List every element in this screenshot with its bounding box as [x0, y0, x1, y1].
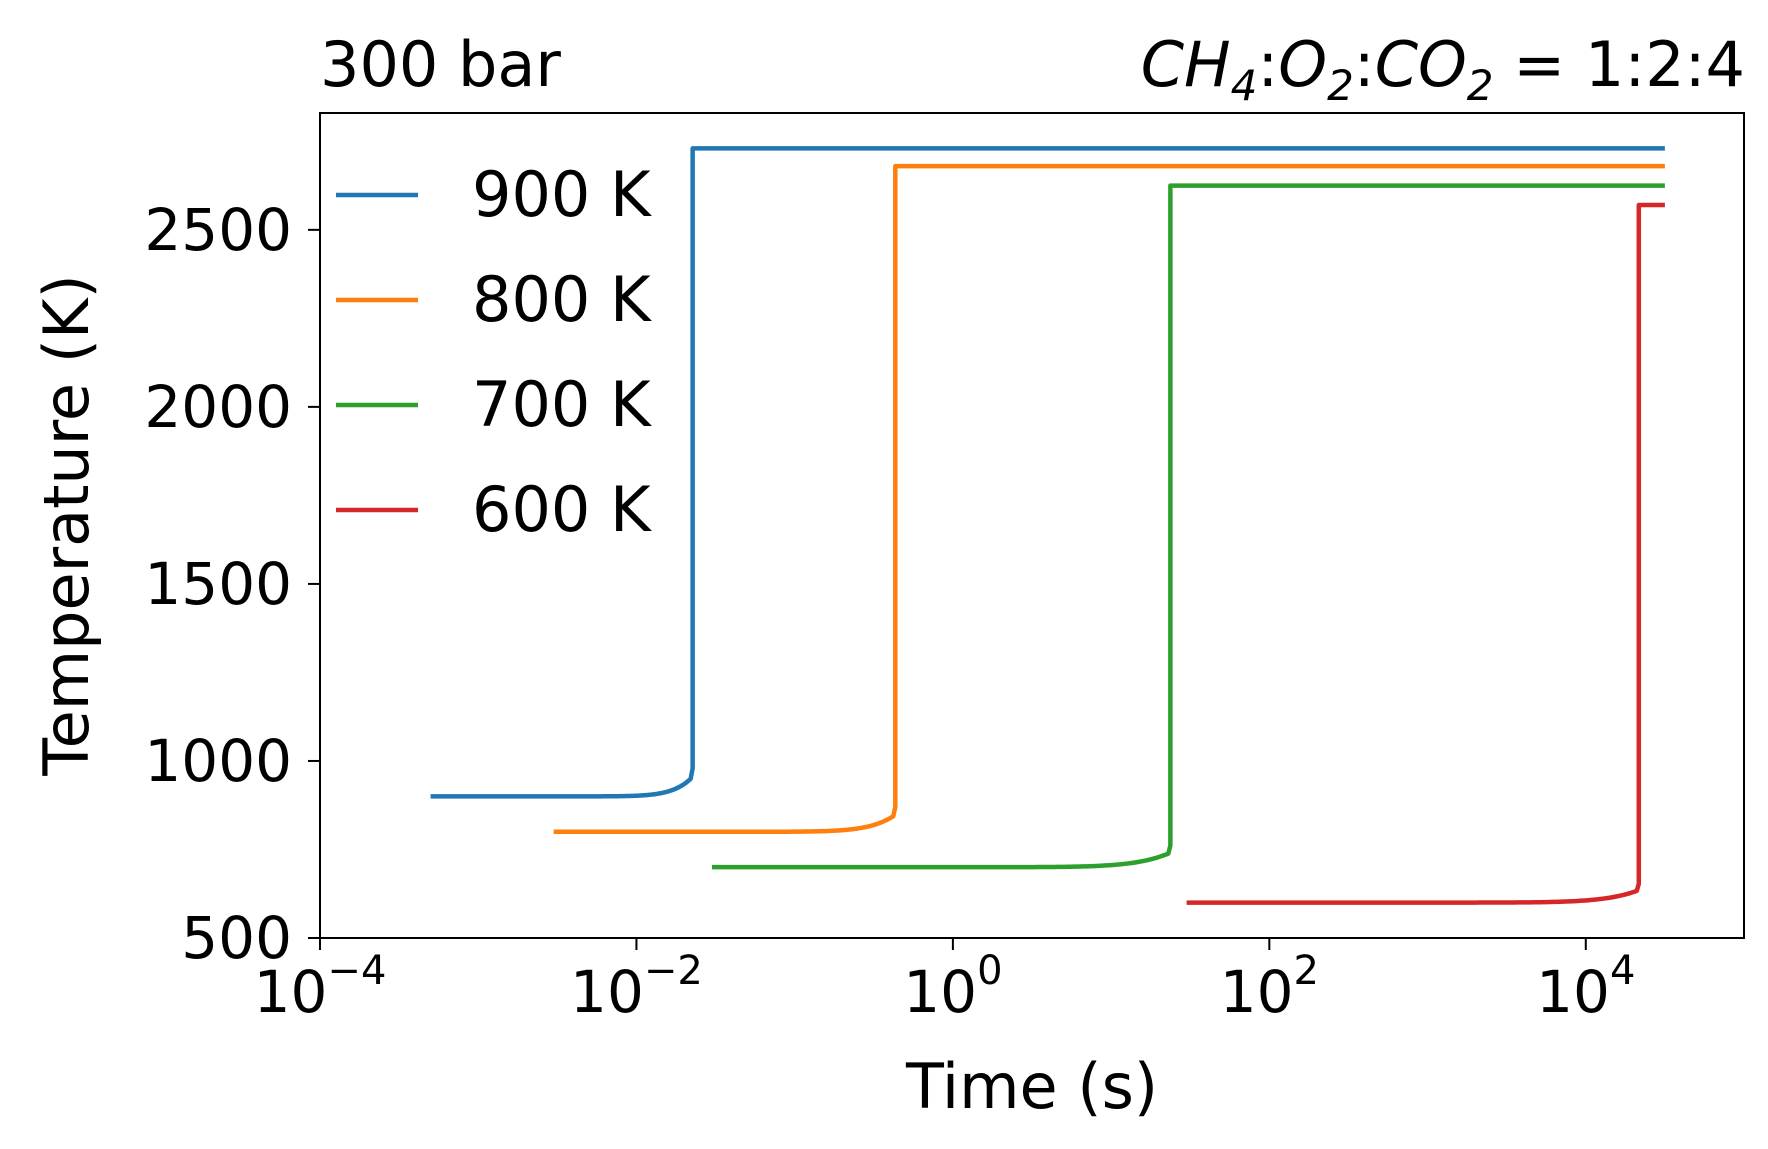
series-layer — [430, 146, 1665, 905]
y-tick-label: 2500 — [144, 196, 292, 264]
title-ratio: = 1:2:4 — [1494, 28, 1745, 101]
title-sub-1: 4 — [1231, 61, 1258, 110]
title-species-2: O — [1278, 28, 1327, 101]
title-sub-3: 2 — [1467, 61, 1494, 110]
x-tick-label: 100 — [903, 948, 1002, 1026]
x-tick-label: 10−4 — [254, 948, 387, 1026]
title-species-3: CO — [1375, 28, 1467, 101]
chart-title-left: 300 bar — [320, 28, 561, 101]
legend-label: 700 K — [472, 368, 652, 441]
y-tick-label: 500 — [181, 904, 292, 972]
x-axis-label: Time (s) — [905, 1050, 1158, 1123]
x-axis-ticks: 10−4 10−2 100 102 104 — [254, 938, 1635, 1026]
title-sub-2: 2 — [1327, 61, 1354, 110]
title-separator-1: : — [1257, 28, 1278, 101]
y-tick-label: 1000 — [144, 727, 292, 795]
x-tick-label: 10−2 — [570, 948, 703, 1026]
x-tick-label: 104 — [1536, 948, 1635, 1026]
series-line-2 — [553, 163, 1665, 835]
y-axis-ticks: 500 1000 1500 2000 2500 — [144, 196, 320, 972]
chart-title-right: CH4:O2:CO2 = 1:2:4 — [1141, 28, 1745, 110]
x-tick-label: 102 — [1220, 948, 1319, 1026]
series-line-4 — [1186, 202, 1665, 905]
y-axis-label: Temperature (K) — [30, 274, 103, 776]
series-line-1 — [430, 146, 1665, 799]
plot-frame — [319, 112, 1745, 939]
legend: 900 K 800 K 700 K 600 K — [336, 158, 652, 546]
y-tick-label: 2000 — [144, 373, 292, 441]
series-line-3 — [711, 183, 1665, 870]
legend-label: 800 K — [472, 263, 652, 336]
y-tick-label: 1500 — [144, 550, 292, 618]
title-species-1: CH — [1141, 28, 1231, 101]
legend-label: 600 K — [472, 473, 652, 546]
title-separator-2: : — [1354, 28, 1375, 101]
legend-label: 900 K — [472, 158, 652, 231]
